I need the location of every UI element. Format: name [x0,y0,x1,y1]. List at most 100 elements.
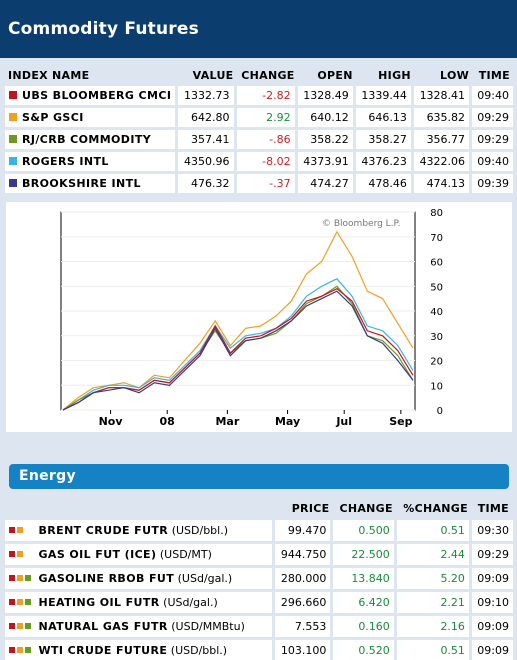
index-value: 476.32 [178,174,237,193]
index-time: 09:39 [472,174,513,193]
index-change: -.37 [236,174,298,193]
index-name-cell[interactable]: RJ/CRB COMMODITY [5,130,179,149]
commodity-price: 7.553 [275,616,334,637]
index-name-cell[interactable]: S&P GSCI [5,108,179,127]
chart-toggle-icon[interactable] [17,551,23,557]
col-price: PRICE [291,501,330,515]
energy-row[interactable]: HEATING OIL FUTR (USd/gal.) 296.660 6.420 2… [5,592,513,613]
chart-toggle-icon[interactable] [25,575,31,581]
index-high: 1339.44 [355,86,414,105]
chart-toggle-icon[interactable] [9,623,15,629]
commodity-name-cell[interactable]: GAS OIL FUT (ICE) (USD/MT) [5,544,275,565]
index-value: 642.80 [178,108,237,127]
commodity-name-cell[interactable]: BRENT CRUDE FUTR (USD/bbl.) [5,520,275,541]
index-row[interactable]: ROGERS INTL 4350.96 -8.02 4373.91 4376.23 432… [5,152,513,171]
index-name[interactable]: BROOKSHIRE INTL [22,177,141,190]
chart-toggle-icon[interactable] [17,527,23,533]
index-name-cell[interactable]: BROOKSHIRE INTL [5,174,179,193]
commodity-unit: (USd/gal.) [177,572,233,585]
energy-row[interactable]: BRENT CRUDE FUTR (USD/bbl.) 99.470 0.500 0.… [5,520,513,541]
x-tick-label: Sep [389,415,412,428]
commodity-name[interactable]: GASOLINE RBOB FUT [38,572,175,585]
commodity-unit: (USd/gal.) [163,596,218,609]
index-name[interactable]: ROGERS INTL [22,155,109,168]
commodity-name-cell[interactable]: NATURAL GAS FUTR (USD/MMBtu) [5,616,275,637]
x-tick-label: Nov [99,415,124,428]
index-low: 4322.06 [413,152,473,171]
chart-toggle-icon[interactable] [9,551,15,557]
commodity-name[interactable]: HEATING OIL FUTR [38,596,160,609]
chart-toggle-icon[interactable] [25,647,31,653]
energy-table: PRICE CHANGE %CHANGE TIME BRENT CRUDE FU… [5,496,513,660]
index-change: 2.92 [236,108,298,127]
commodity-price: 99.470 [275,520,334,541]
index-high: 358.27 [355,130,414,149]
commodity-name-cell[interactable]: GASOLINE RBOB FUT (USd/gal.) [5,568,275,589]
index-low: 356.77 [413,130,473,149]
commodity-toggles [9,620,35,633]
chart-toggle-icon[interactable] [9,599,15,605]
commodity-toggles [9,572,35,585]
y-tick-label: 60 [430,258,443,269]
commodity-price: 103.100 [275,640,334,660]
col-high: HIGH [378,68,411,82]
index-row[interactable]: S&P GSCI 642.80 2.92 640.12 646.13 635.82 09:2… [5,108,513,127]
index-row[interactable]: BROOKSHIRE INTL 476.32 -.37 474.27 478.46 474… [5,174,513,193]
index-row[interactable]: UBS BLOOMBERG CMCI 1332.73 -2.82 1328.49 133… [5,86,513,105]
energy-section-header[interactable]: Energy [9,464,509,489]
index-row[interactable]: RJ/CRB COMMODITY 357.41 -.86 358.22 358.27 35… [5,130,513,149]
commodity-toggles [9,524,35,537]
chart-toggle-icon[interactable] [25,623,31,629]
commodity-name-cell[interactable]: WTI CRUDE FUTURE (USD/bbl.) [5,640,275,660]
commodity-unit: (USD/bbl.) [171,524,228,537]
col-change: CHANGE [339,501,393,515]
chart-toggle-icon[interactable] [9,647,15,653]
index-open: 1328.49 [297,86,356,105]
index-name[interactable]: RJ/CRB COMMODITY [22,133,152,146]
energy-row[interactable]: GAS OIL FUT (ICE) (USD/MT) 944.750 22.500 2… [5,544,513,565]
series-color-swatch [9,179,17,187]
energy-section-title: Energy [19,468,76,484]
series-color-swatch [9,157,17,165]
commodity-pct-change: 2.44 [396,544,472,565]
energy-row[interactable]: WTI CRUDE FUTURE (USD/bbl.) 103.100 0.520 0… [5,640,513,660]
chart-toggle-icon[interactable] [17,575,23,581]
series-line [62,278,414,411]
chart-toggle-icon[interactable] [17,623,23,629]
index-name[interactable]: S&P GSCI [22,111,84,124]
energy-row[interactable]: NATURAL GAS FUTR (USD/MMBtu) 7.553 0.160 2.… [5,616,513,637]
commodity-name[interactable]: NATURAL GAS FUTR [38,620,168,633]
commodity-pct-change: 0.51 [396,520,472,541]
series-color-swatch [9,135,17,143]
index-name[interactable]: UBS BLOOMBERG CMCI [22,89,172,102]
index-name-cell[interactable]: UBS BLOOMBERG CMCI [5,86,179,105]
commodity-name[interactable]: GAS OIL FUT (ICE) [38,548,157,561]
x-tick-label: Mar [215,415,239,428]
x-tick-label: Jul [335,415,352,428]
index-change: -2.82 [236,86,298,105]
commodity-name[interactable]: WTI CRUDE FUTURE [38,644,168,657]
index-value: 357.41 [178,130,237,149]
commodity-name[interactable]: BRENT CRUDE FUTR [38,524,169,537]
col-open: OPEN [317,68,353,82]
index-time: 09:29 [472,130,513,149]
col-index-name: INDEX NAME [8,68,90,82]
chart-toggle-icon[interactable] [17,647,23,653]
page-header: Commodity Futures [0,0,517,58]
commodity-toggles [9,644,35,657]
chart-toggle-icon[interactable] [9,527,15,533]
chart-toggle-icon[interactable] [25,599,31,605]
chart-watermark: © Bloomberg L.P. [322,219,400,229]
index-name-cell[interactable]: ROGERS INTL [5,152,179,171]
commodity-name-cell[interactable]: HEATING OIL FUTR (USd/gal.) [5,592,275,613]
chart-toggle-icon[interactable] [17,599,23,605]
index-low: 635.82 [413,108,473,127]
index-value: 4350.96 [178,152,237,171]
commodity-toggles [9,548,35,561]
commodity-change: 0.500 [333,520,397,541]
chart-toggle-icon[interactable] [9,575,15,581]
energy-row[interactable]: GASOLINE RBOB FUT (USd/gal.) 280.000 13.84… [5,568,513,589]
commodity-index-chart: © Bloomberg L.P. 0 10 20 30 40 50 60 70 80 Nov 08… [6,202,512,432]
y-tick-label: 40 [430,307,443,318]
commodity-pct-change: 2.16 [396,616,472,637]
